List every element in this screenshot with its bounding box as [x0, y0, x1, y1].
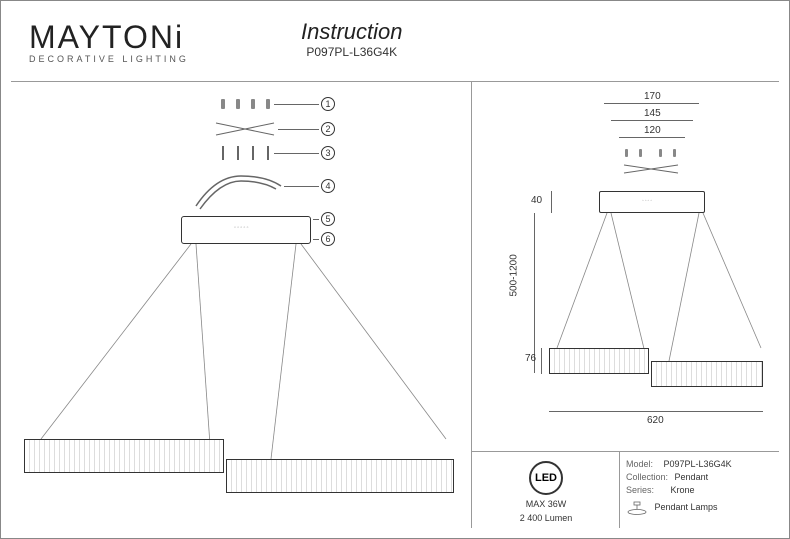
- bracket-icon: [622, 163, 680, 175]
- anchor-icon: [236, 99, 240, 109]
- ring-segment-left: [549, 348, 649, 374]
- callout-5: 5: [321, 212, 335, 226]
- title-block: Instruction P097PL-L36G4K: [301, 19, 403, 59]
- anchor-icon: [625, 149, 628, 157]
- dim-120: 120: [644, 125, 661, 136]
- callout-3: 3: [321, 146, 335, 160]
- callout-2: 2: [321, 122, 335, 136]
- dim-145: 145: [644, 108, 661, 119]
- led-power: MAX 36W: [481, 499, 611, 509]
- pendant-icon: [626, 501, 648, 515]
- dim-40: 40: [531, 195, 542, 206]
- dim-drop: 500-1200: [509, 254, 520, 296]
- callout-line: [313, 219, 319, 220]
- anchor-icon: [221, 99, 225, 109]
- spec-model: Model: P097PL-L36G4K: [626, 459, 781, 469]
- screw-icon: [252, 146, 254, 160]
- divider-vertical: [471, 81, 472, 528]
- ring-segment-right: [651, 361, 763, 387]
- callout-line: [274, 153, 319, 154]
- spec-type: Pendant Lamps: [626, 501, 781, 515]
- callout-line: [278, 129, 319, 130]
- ring-segment-left: [24, 439, 224, 473]
- instruction-title: Instruction: [301, 19, 403, 45]
- screw-icon: [237, 146, 239, 160]
- screw-icon: [267, 146, 269, 160]
- assembly-diagram: 1 2 3 4 ◦◦◦◦◦ 5 6: [16, 91, 461, 521]
- ring-segment-right: [226, 459, 454, 493]
- callout-1: 1: [321, 97, 335, 111]
- anchor-icon: [673, 149, 676, 157]
- wire-arc-icon: [186, 171, 306, 211]
- dim-line: [604, 103, 699, 104]
- divider-top: [11, 81, 779, 82]
- dim-76: 76: [525, 353, 536, 364]
- canopy-slots: ◦◦◦◦: [642, 198, 653, 204]
- callout-line: [313, 239, 319, 240]
- canopy-shape: ◦◦◦◦: [599, 191, 705, 213]
- screw-icon: [222, 146, 224, 160]
- dim-line: [551, 191, 552, 213]
- anchor-icon: [639, 149, 642, 157]
- canopy-shape: ◦◦◦◦◦: [181, 216, 311, 244]
- spec-series: Series: Krone: [626, 485, 781, 495]
- anchor-icon: [266, 99, 270, 109]
- brand-name: MAYTONi: [29, 19, 189, 56]
- dim-line: [549, 411, 763, 412]
- divider-spec: [471, 451, 779, 452]
- dim-line: [541, 348, 542, 374]
- brand-tagline: DECORATIVE LIGHTING: [29, 54, 189, 64]
- led-icon: LED: [529, 461, 563, 495]
- dim-line: [611, 120, 693, 121]
- dim-620: 620: [647, 415, 664, 426]
- spec-table: Model: P097PL-L36G4K Collection: Pendant…: [626, 459, 781, 518]
- dim-line: [534, 213, 535, 373]
- divider-spec-v: [619, 451, 620, 528]
- callout-line: [274, 104, 319, 105]
- bracket-icon: [214, 121, 276, 137]
- canopy-slots: ◦◦◦◦◦: [234, 225, 250, 231]
- led-lumen: 2 400 Lumen: [481, 513, 611, 523]
- anchor-icon: [251, 99, 255, 109]
- spec-collection: Collection: Pendant: [626, 472, 781, 482]
- dimensional-diagram: 170 145 120 ◦◦◦◦ 40 500-1200 76 620: [479, 91, 779, 446]
- anchor-icon: [659, 149, 662, 157]
- callout-line: [284, 186, 319, 187]
- dim-170: 170: [644, 91, 661, 102]
- led-spec-box: LED MAX 36W 2 400 Lumen: [481, 461, 611, 531]
- dim-line: [619, 137, 685, 138]
- model-number: P097PL-L36G4K: [301, 45, 403, 59]
- callout-4: 4: [321, 179, 335, 193]
- brand-block: MAYTONi DECORATIVE LIGHTING: [29, 19, 189, 64]
